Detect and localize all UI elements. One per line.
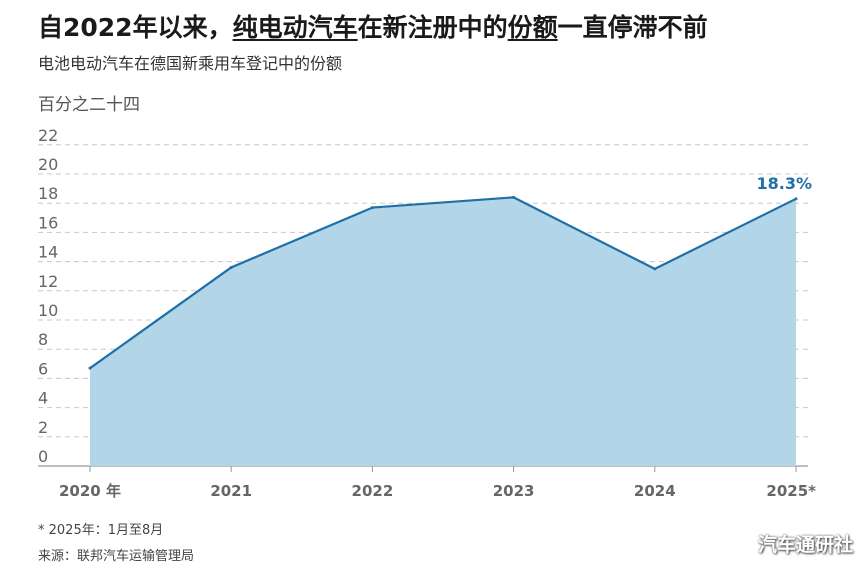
y-tick-label: 20: [38, 155, 58, 174]
y-tick-label: 10: [38, 301, 58, 320]
data-point: [794, 197, 798, 201]
data-point: [88, 366, 92, 370]
area-fill: [90, 197, 796, 467]
y-tick-label: 8: [38, 330, 48, 349]
chart-subtitle: 电池电动汽车在德国新乘用车登记中的份额: [38, 54, 343, 73]
source-note: 来源：联邦汽车运输管理局: [38, 549, 195, 564]
data-point: [370, 206, 374, 210]
y-tick-label: 18: [38, 184, 58, 203]
y-tick-label: 14: [38, 243, 58, 262]
watermark: 汽车通研社: [757, 534, 853, 556]
x-tick-label: 2023: [493, 482, 535, 500]
series-line: [89, 196, 797, 370]
y-tick-label: 4: [38, 389, 48, 408]
x-tick-label: 2020 年: [59, 482, 121, 500]
data-point: [229, 265, 233, 269]
area-layer: [88, 195, 798, 467]
x-tick-label: 2021: [210, 482, 252, 500]
y-tick-label: 12: [38, 272, 58, 291]
footnote: * 2025年：1月至8月: [38, 523, 164, 538]
title-underlined-bev: 纯电动汽车: [232, 13, 358, 42]
x-tick-label: 2024: [634, 482, 676, 500]
x-tick-label: 2025*: [766, 482, 816, 500]
y-tick-label: 16: [38, 213, 58, 232]
y-tick-label: 0: [38, 447, 48, 466]
x-tick-label: 2022: [352, 482, 394, 500]
data-point: [512, 195, 516, 199]
y-tick-label: 22: [38, 126, 58, 145]
unit-label: 百分之二十四: [38, 95, 140, 115]
data-point: [653, 267, 657, 271]
y-tick-label: 6: [38, 359, 48, 378]
title-underlined-share: 份额: [507, 13, 558, 42]
chart-title: 自2022年以来，纯电动汽车在新注册中的份额一直停滞不前: [38, 13, 708, 42]
annotation-label: 18.3%: [756, 174, 812, 193]
y-tick-label: 2: [38, 418, 48, 437]
